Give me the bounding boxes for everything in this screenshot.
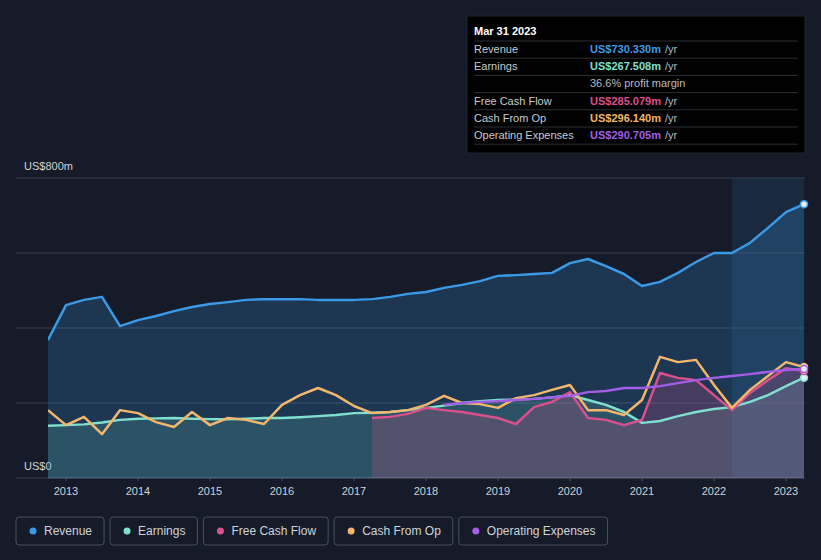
legend-label: Revenue [44,524,92,538]
series-area [372,368,804,478]
x-tick-label: 2023 [774,485,798,497]
tooltip-label: Earnings [474,60,518,72]
x-tick-label: 2017 [342,485,366,497]
x-tick [426,478,427,481]
end-marker [801,201,808,208]
x-tick-label: 2019 [486,485,510,497]
legend-item[interactable]: Cash From Op [334,517,453,545]
chart: US$0 US$800m 2013 2014 2015 2016 2017 2018 2019 2… [0,0,821,560]
x-tick [714,478,715,481]
series-line [48,378,804,426]
legend-label: Operating Expenses [487,524,596,538]
legend-box[interactable] [110,517,197,545]
legend-box[interactable] [16,517,104,545]
series-line [372,368,804,425]
x-tick-label: 2016 [270,485,294,497]
x-tick-label: 2015 [198,485,222,497]
legend-swatch [472,528,479,535]
tooltip-separator [474,109,798,110]
x-tick [786,478,787,481]
x-tick [282,478,283,481]
tooltip-label: Operating Expenses [474,129,574,141]
tooltip-separator [474,75,798,76]
legend-box[interactable] [334,517,453,545]
tooltip-label: Revenue [474,43,518,55]
tooltip-value: US$267.508m [590,60,661,72]
legend-item[interactable]: Revenue [16,517,104,545]
tooltip-separator [474,41,798,42]
x-tick [498,478,499,481]
background [0,0,821,560]
legend-swatch [217,528,224,535]
tooltip-unit: /yr [665,112,678,124]
legend-label: Cash From Op [362,524,441,538]
x-tick-label: 2018 [414,485,438,497]
legend-item[interactable]: Operating Expenses [459,517,608,545]
grid-line [16,253,805,254]
x-tick-label: 2022 [702,485,726,497]
series-line [48,204,804,340]
tooltip-unit: /yr [665,60,678,72]
legend-item[interactable]: Free Cash Flow [203,517,328,545]
x-tick-label: 2013 [54,485,78,497]
legend-label: Earnings [138,524,185,538]
tooltip-value: US$290.705m [590,129,661,141]
x-tick [642,478,643,481]
tooltip-label: Free Cash Flow [474,95,552,107]
tooltip-separator [474,127,798,128]
y-tick-label: US$0 [24,460,52,472]
tooltip-separator [474,58,798,59]
legend-swatch [348,528,355,535]
tooltip-unit: /yr [665,129,678,141]
legend-box[interactable] [459,517,608,545]
tooltip-unit: /yr [665,95,678,107]
tooltip-value: US$730.330m [590,43,661,55]
tooltip-label: Cash From Op [474,112,546,124]
end-marker [801,365,808,372]
x-tick [354,478,355,481]
x-tick [138,478,139,481]
tooltip-note: 36.6% profit margin [590,77,685,89]
legend-item[interactable]: Earnings [110,517,197,545]
x-tick-label: 2020 [558,485,582,497]
x-tick [210,478,211,481]
legend-swatch [124,528,131,535]
grid-line [16,178,805,179]
series-line [48,357,804,434]
y-tick-label: US$800m [24,160,73,172]
tooltip-separator [474,144,798,145]
series-area [48,204,804,478]
tooltip-unit: /yr [665,43,678,55]
x-tick-label: 2021 [630,485,654,497]
x-tick [66,478,67,481]
tooltip-value: US$285.079m [590,95,661,107]
x-tick [570,478,571,481]
tooltip-box [467,16,805,153]
tooltip-separator [474,92,798,93]
legend-box[interactable] [203,517,328,545]
legend-swatch [30,528,37,535]
x-tick-label: 2014 [126,485,150,497]
tooltip: Mar 31 2023 Revenue US$730.330m/yr Earnings… [467,16,805,153]
series-line [444,369,804,405]
tooltip-value: US$296.140m [590,112,661,124]
plot-area [48,204,804,478]
legend-label: Free Cash Flow [231,524,316,538]
tooltip-title: Mar 31 2023 [474,25,536,37]
